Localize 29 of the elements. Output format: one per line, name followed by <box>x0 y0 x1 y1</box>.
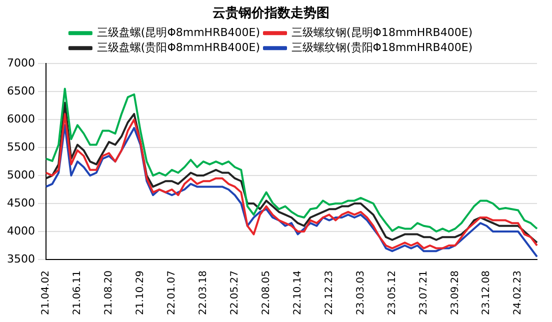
legend-label: 三级螺纹钢(昆明Φ18mmHRB400E) <box>292 26 473 39</box>
x-tick-label: 23.09.28 <box>450 270 461 315</box>
y-tick-label: 6500 <box>6 84 35 98</box>
x-tick-label: 23.12.08 <box>481 270 492 315</box>
x-tick-label: 22.10.14 <box>292 270 304 315</box>
x-tick-label: 21.04.02 <box>40 270 52 315</box>
chart-title: 云贵钢价指数走势图 <box>212 5 330 22</box>
x-tick-label: 22.03.18 <box>198 270 209 315</box>
x-tick-label: 21.08.20 <box>104 270 115 315</box>
x-tick-label: 21.10.29 <box>135 270 146 315</box>
x-tick-label: 23.05.12 <box>386 270 398 315</box>
y-tick-label: 6000 <box>6 112 35 126</box>
x-tick-label: 24.02.23 <box>512 270 524 315</box>
x-tick-label: 23.07.21 <box>418 270 430 315</box>
x-tick-label: 22.01.07 <box>166 270 178 315</box>
y-tick-label: 7000 <box>6 56 35 70</box>
legend-label: 三级盘螺(贵阳Φ8mmHRB400E) <box>96 40 260 54</box>
y-tick-label: 4500 <box>6 196 35 210</box>
y-tick-label: 5500 <box>6 140 35 154</box>
legend-label: 三级盘螺(昆明Φ8mmHRB400E) <box>96 26 260 39</box>
x-tick-label: 22.05.27 <box>229 270 240 315</box>
legend-label: 三级螺纹钢(贵阳Φ18mmHRB400E) <box>292 40 473 54</box>
x-tick-label: 22.08.05 <box>260 270 272 315</box>
y-tick-label: 4000 <box>6 224 35 238</box>
x-tick-label: 22.12.23 <box>324 270 335 315</box>
x-tick-label: 21.06.11 <box>72 270 84 315</box>
y-tick-label: 3500 <box>6 252 35 266</box>
x-tick-label: 23.03.03 <box>355 270 366 315</box>
y-tick-label: 5000 <box>6 168 35 182</box>
